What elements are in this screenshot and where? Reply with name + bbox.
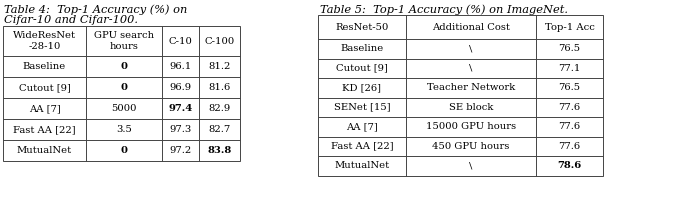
Text: 0: 0: [120, 62, 127, 71]
Text: MutualNet: MutualNet: [334, 161, 390, 170]
Bar: [3, 26, 240, 161]
Text: \: \: [469, 161, 473, 170]
Text: 77.6: 77.6: [558, 103, 581, 112]
Text: Teacher Network: Teacher Network: [427, 83, 515, 92]
Text: 82.7: 82.7: [208, 125, 230, 134]
Text: 97.2: 97.2: [170, 146, 192, 155]
Text: 83.8: 83.8: [208, 146, 232, 155]
Text: Cutout [9]: Cutout [9]: [336, 64, 388, 73]
Text: Baseline: Baseline: [23, 62, 66, 71]
Text: 0: 0: [120, 83, 127, 92]
Text: Additional Cost: Additional Cost: [432, 22, 510, 32]
Text: 81.2: 81.2: [208, 62, 230, 71]
Text: Baseline: Baseline: [340, 44, 383, 53]
Text: AA [7]: AA [7]: [28, 104, 60, 113]
Text: Table 4:  Top-1 Accuracy (%) on: Table 4: Top-1 Accuracy (%) on: [4, 4, 188, 14]
Text: 3.5: 3.5: [116, 125, 132, 134]
Text: 77.1: 77.1: [558, 64, 581, 73]
Text: C-10: C-10: [169, 37, 192, 46]
Text: 76.5: 76.5: [558, 44, 581, 53]
Text: 96.9: 96.9: [170, 83, 192, 92]
Text: Cutout [9]: Cutout [9]: [19, 83, 71, 92]
Text: 0: 0: [120, 146, 127, 155]
Text: 77.6: 77.6: [558, 122, 581, 131]
Text: 97.3: 97.3: [170, 125, 192, 134]
Text: 77.6: 77.6: [558, 142, 581, 151]
Text: \: \: [469, 64, 473, 73]
Text: WideResNet
-28-10: WideResNet -28-10: [13, 31, 76, 51]
Text: AA [7]: AA [7]: [346, 122, 378, 131]
Text: 15000 GPU hours: 15000 GPU hours: [426, 122, 516, 131]
Text: 5000: 5000: [111, 104, 137, 113]
Text: Top-1 Acc: Top-1 Acc: [545, 22, 594, 32]
Text: SE block: SE block: [449, 103, 493, 112]
Text: 76.5: 76.5: [558, 83, 581, 92]
Text: 450 GPU hours: 450 GPU hours: [432, 142, 510, 151]
Text: 97.4: 97.4: [168, 104, 192, 113]
Text: SENet [15]: SENet [15]: [334, 103, 390, 112]
Text: 78.6: 78.6: [557, 161, 581, 170]
Text: \: \: [469, 44, 473, 53]
Text: MutualNet: MutualNet: [17, 146, 72, 155]
Text: Table 5:  Top-1 Accuracy (%) on ImageNet.: Table 5: Top-1 Accuracy (%) on ImageNet.: [320, 4, 568, 14]
Text: 82.9: 82.9: [208, 104, 230, 113]
Text: ResNet-50: ResNet-50: [336, 22, 389, 32]
Text: Fast AA [22]: Fast AA [22]: [13, 125, 76, 134]
Text: Cifar-10 and Cifar-100.: Cifar-10 and Cifar-100.: [4, 15, 138, 25]
Text: Fast AA [22]: Fast AA [22]: [331, 142, 393, 151]
Text: GPU search
hours: GPU search hours: [94, 31, 154, 51]
Bar: [318, 15, 603, 175]
Text: C-100: C-100: [204, 37, 235, 46]
Text: 81.6: 81.6: [208, 83, 230, 92]
Text: 96.1: 96.1: [170, 62, 192, 71]
Text: KD [26]: KD [26]: [343, 83, 381, 92]
